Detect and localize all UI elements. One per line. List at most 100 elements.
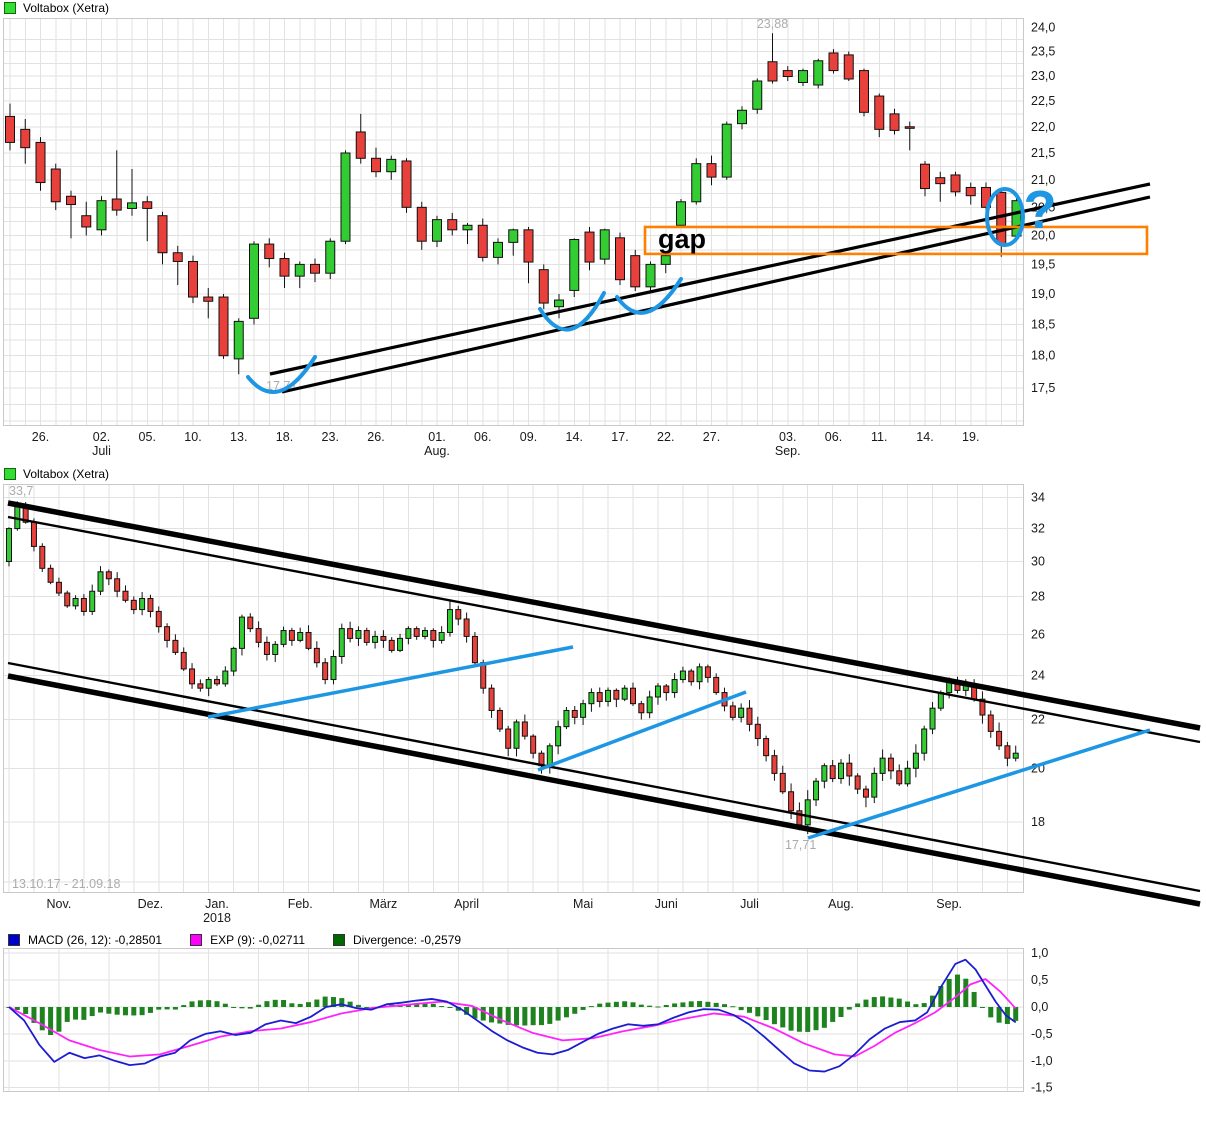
candle-body bbox=[779, 772, 786, 793]
candle-body bbox=[157, 215, 168, 254]
y-axis-tick-label: -1,5 bbox=[1031, 1081, 1053, 1095]
y-axis-tick-label: 22 bbox=[1031, 713, 1045, 727]
divergence-bar bbox=[630, 1002, 636, 1007]
candle-body bbox=[81, 215, 92, 228]
channel-line bbox=[7, 515, 1201, 744]
candle-body bbox=[247, 616, 254, 630]
y-axis-tick-label: 20,0 bbox=[1031, 229, 1055, 243]
divergence-bar bbox=[946, 978, 952, 1007]
candle-body bbox=[405, 628, 412, 639]
divergence-bar bbox=[347, 1001, 353, 1007]
candle-body bbox=[142, 201, 153, 209]
y-axis-tick-label: 18,5 bbox=[1031, 317, 1055, 331]
candle-body bbox=[721, 123, 732, 178]
candle-body bbox=[630, 255, 641, 288]
x-axis-tick-label: 11. bbox=[871, 430, 887, 444]
candle-body bbox=[388, 639, 395, 651]
candle-body bbox=[230, 647, 237, 672]
candle-body bbox=[64, 592, 71, 607]
candle-body bbox=[496, 709, 503, 730]
divergence-bar bbox=[156, 1007, 162, 1010]
divergence-bar bbox=[522, 1007, 528, 1026]
divergence-bar bbox=[297, 1003, 303, 1007]
divergence-bar bbox=[821, 1007, 827, 1028]
divergence-bar bbox=[697, 1001, 703, 1007]
candle-body bbox=[80, 597, 87, 612]
y-axis-tick-label: 0,5 bbox=[1031, 973, 1048, 987]
candle-body bbox=[111, 198, 122, 211]
candle-body bbox=[713, 676, 720, 694]
candle-body bbox=[139, 597, 146, 611]
channel-line bbox=[7, 661, 1201, 893]
divergence-bar bbox=[480, 1007, 486, 1021]
x-axis-month-label: Sep. bbox=[775, 444, 801, 458]
candle-body bbox=[218, 296, 229, 357]
divergence-bar bbox=[281, 1000, 287, 1007]
candle-body bbox=[401, 160, 412, 208]
divergence-value-label: Divergence: -0,2579 bbox=[353, 933, 462, 947]
candle-body bbox=[846, 762, 853, 777]
x-axis-tick-label: 10. bbox=[184, 430, 201, 444]
candle-body bbox=[737, 109, 747, 125]
candle-body bbox=[447, 219, 458, 231]
candle-body bbox=[513, 721, 520, 749]
candle-body bbox=[935, 177, 946, 185]
divergence-bar bbox=[48, 1007, 54, 1036]
divergence-bar bbox=[106, 1007, 112, 1014]
x-axis-tick-label: 27. bbox=[703, 430, 720, 444]
candle-body bbox=[305, 632, 312, 649]
divergence-bar bbox=[938, 986, 944, 1007]
x-axis-tick-label: 14. bbox=[566, 430, 583, 444]
divergence-bar bbox=[763, 1007, 769, 1021]
y-axis-tick-label: 24 bbox=[1031, 668, 1045, 682]
y-axis-tick-label: 0,0 bbox=[1031, 1000, 1048, 1014]
candle-body bbox=[854, 775, 861, 790]
candle-body bbox=[688, 670, 695, 683]
divergence-bar bbox=[680, 1002, 686, 1007]
y-axis-tick-label: 23,0 bbox=[1031, 69, 1055, 83]
divergence-bar bbox=[1013, 1007, 1019, 1021]
x-axis-tick-label: 26. bbox=[367, 430, 384, 444]
candle-body bbox=[676, 201, 686, 226]
divergence-bar bbox=[89, 1007, 95, 1017]
y-axis-tick-label: 22,5 bbox=[1031, 94, 1055, 108]
candle-body bbox=[771, 755, 778, 774]
candle-body bbox=[355, 630, 362, 639]
candle-body bbox=[203, 296, 214, 302]
candle-body bbox=[50, 168, 61, 203]
divergence-bar bbox=[355, 1004, 361, 1007]
y-axis-tick-label: -0,5 bbox=[1031, 1027, 1053, 1041]
divergence-bar bbox=[738, 1007, 744, 1011]
divergence-bar bbox=[14, 1007, 20, 1010]
candle-body bbox=[288, 630, 295, 641]
blue-trendline bbox=[207, 645, 574, 719]
blue-trendline bbox=[807, 728, 1151, 840]
candle-body bbox=[493, 241, 503, 258]
divergence-bar bbox=[231, 1007, 237, 1008]
divergence-bar bbox=[214, 1001, 220, 1007]
divergence-bar bbox=[971, 991, 977, 1007]
plot-border bbox=[3, 484, 1024, 893]
divergence-bar bbox=[530, 1007, 536, 1026]
candle-body bbox=[554, 299, 564, 308]
series-color-chip bbox=[4, 2, 16, 14]
candle-body bbox=[505, 728, 512, 749]
divergence-bar bbox=[322, 996, 328, 1007]
candle-body bbox=[105, 571, 112, 580]
candle-body bbox=[862, 788, 869, 798]
x-axis-tick-label: 22. bbox=[657, 430, 674, 444]
x-axis-tick-label: Jan. bbox=[205, 897, 229, 911]
divergence-bar bbox=[289, 1003, 295, 1007]
divergence-bar bbox=[647, 1005, 653, 1007]
candle-body bbox=[630, 687, 636, 705]
candle-body bbox=[646, 696, 653, 714]
candle-body bbox=[66, 195, 76, 206]
x-axis-tick-label: Juli bbox=[740, 897, 759, 911]
candle-body bbox=[39, 545, 46, 569]
y-axis-tick-label: 1,0 bbox=[1031, 946, 1048, 960]
candle-body bbox=[979, 698, 986, 716]
x-axis-tick-label: 02. bbox=[93, 430, 110, 444]
candle-body bbox=[114, 578, 121, 592]
divergence-bar bbox=[813, 1007, 819, 1031]
